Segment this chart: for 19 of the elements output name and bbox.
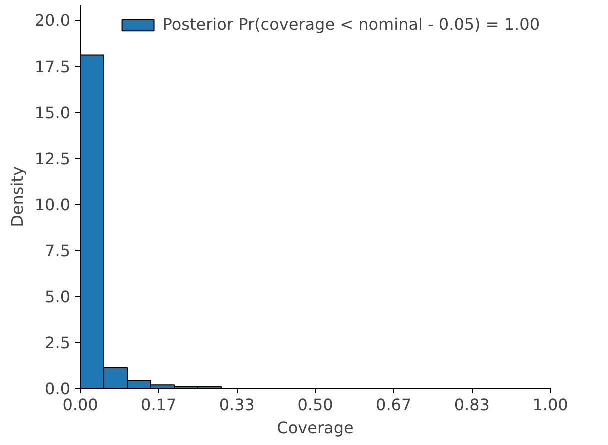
y-axis-title: Density: [8, 166, 27, 228]
y-tick-label: 12.5: [34, 149, 70, 168]
y-tick-label: 0.0: [45, 380, 71, 398]
x-tick-label: 0.67: [376, 396, 412, 414]
y-tick-label: 20.0: [34, 11, 70, 30]
x-tick-label: 0.83: [454, 396, 490, 414]
y-tick-label: 7.5: [45, 241, 71, 260]
y-tick-label: 5.0: [45, 287, 71, 306]
legend-label: Posterior Pr(coverage < nominal - 0.05) = 1.00: [162, 15, 540, 34]
y-tick-label: 10.0: [34, 195, 70, 214]
x-tick-label: 0.00: [62, 396, 98, 414]
x-axis-title: Coverage: [277, 418, 354, 438]
y-tick-label: 2.5: [45, 333, 71, 352]
x-tick-label: 0.33: [219, 396, 255, 414]
x-tick-label: 1.00: [532, 396, 568, 414]
y-tick-label: 17.5: [34, 57, 70, 76]
y-tick-label: 15.0: [34, 103, 70, 122]
x-tick-label: 0.50: [298, 396, 334, 414]
x-tick-label: 0.17: [141, 396, 177, 414]
